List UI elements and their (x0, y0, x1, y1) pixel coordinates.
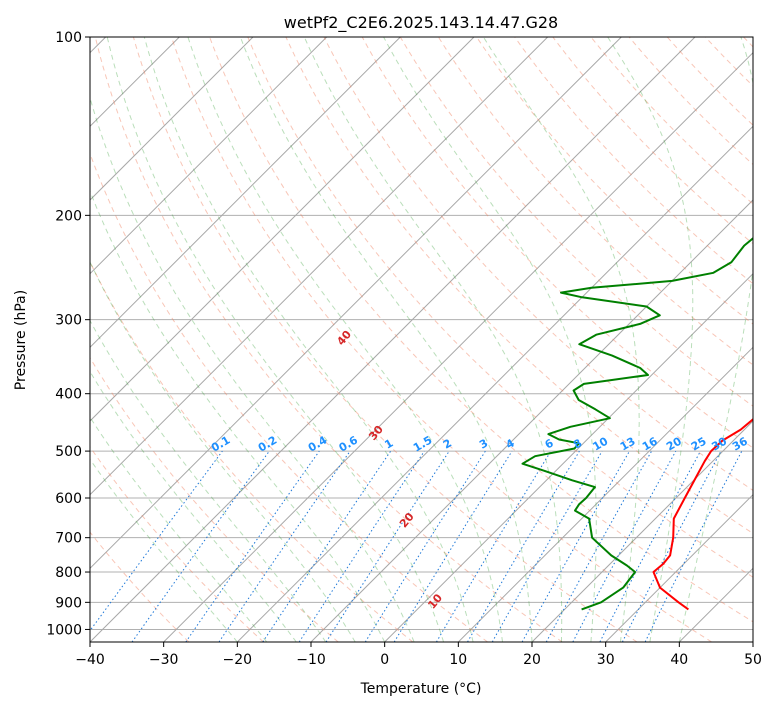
moist-adiabat-line (607, 37, 694, 642)
mixing-ratio-line (298, 450, 425, 642)
mixing-ratio-line (262, 450, 392, 642)
dry-adiabat-line (90, 260, 414, 642)
dry-adiabat-line (94, 37, 563, 642)
y-tick-label: 700 (55, 531, 82, 547)
x-tick-label: 40 (670, 652, 688, 668)
isotherm-gridline (90, 37, 475, 422)
y-tick-label: 900 (55, 595, 82, 611)
y-tick-label: 100 (55, 30, 82, 46)
x-tick-label: 10 (449, 652, 467, 668)
dry-adiabat-line (209, 37, 753, 623)
dry-adiabat-line (247, 37, 753, 578)
dry-adiabat-line (399, 37, 753, 407)
dry-adiabat-line (437, 37, 753, 366)
isotherm-gridline (605, 493, 753, 642)
mixing-ratio-line (644, 450, 743, 642)
isotherm-gridline (90, 37, 254, 201)
y-tick-label: 800 (55, 565, 82, 581)
isotherm-gridline (163, 51, 753, 642)
x-tick-label: 0 (380, 652, 389, 668)
x-tick-label: −20 (223, 652, 253, 668)
mixing-ratio-line (218, 450, 351, 642)
moist-adiabat-line (239, 37, 533, 642)
x-tick-label: −10 (296, 652, 326, 668)
dry-adiabat-line (90, 531, 190, 642)
isotherm-gridline (90, 37, 549, 496)
x-tick-label: 20 (523, 652, 541, 668)
mixing-ratio-line (325, 450, 450, 642)
isotherm-gridline (90, 37, 622, 570)
y-tick-label: 600 (55, 491, 82, 507)
moist-adiabat-line (90, 370, 297, 642)
y-axis-title: Pressure (hPa) (13, 290, 29, 390)
dry-adiabat-line (90, 356, 339, 642)
x-tick-label: −40 (75, 652, 105, 668)
mixing-ratio-line (521, 450, 630, 642)
y-tick-label: 200 (55, 208, 82, 224)
x-axis-title: Temperature (°C) (360, 681, 482, 697)
moist-adiabat-line (90, 189, 386, 642)
moist-adiabat-line (90, 96, 415, 642)
moist-adiabat-line (143, 37, 474, 642)
dry-adiabat-line (132, 37, 638, 642)
dry-adiabat-line (285, 37, 753, 535)
plot-area (90, 37, 753, 642)
isotherm-gridline (384, 272, 753, 642)
y-tick-label: 1000 (46, 622, 82, 638)
mixing-ratio-line (545, 450, 653, 642)
x-tick-label: 30 (597, 652, 615, 668)
mixing-ratio-line (393, 450, 513, 642)
mixing-ratio-line (572, 450, 677, 642)
mixing-ratio-line (90, 450, 223, 632)
dry-adiabat-line (323, 37, 753, 491)
y-tick-label: 500 (55, 444, 82, 460)
isotherm-gridline (90, 37, 696, 642)
y-tick-label: 400 (55, 387, 82, 403)
moist-adiabat-line (106, 37, 445, 642)
moist-adiabat-line (90, 416, 268, 642)
isotherm-gridline (531, 420, 753, 642)
temperature-profile-line (652, 417, 753, 611)
chart-title: wetPf2_C2E6.2025.143.14.47.G28 (284, 13, 558, 33)
moist-adiabat-line (187, 37, 503, 642)
plot-frame (89, 36, 754, 643)
moist-adiabat-line (90, 458, 238, 642)
y-tick-label: 300 (55, 313, 82, 329)
dewpoint-profile-line (521, 237, 753, 611)
axes: −40 −30 −20 −10 0 10 20 30 40 50 100 200 300 400 500 60… (46, 30, 762, 668)
moist-adiabat-line (303, 37, 563, 642)
mixing-ratio-line (185, 450, 320, 642)
moist-adiabat-line (482, 37, 640, 642)
isotherm-gridline (90, 37, 401, 349)
mixing-ratio-line (131, 450, 270, 642)
dry-adiabat-line (361, 37, 753, 449)
isotherm-gridline (236, 125, 753, 642)
x-tick-label: −30 (149, 652, 179, 668)
isotherm-gridline (310, 199, 753, 642)
isotherm-gridline (90, 37, 328, 275)
moist-adiabat-line (90, 260, 356, 642)
isotherm-gridline (457, 346, 753, 642)
x-tick-label: 50 (744, 652, 762, 668)
